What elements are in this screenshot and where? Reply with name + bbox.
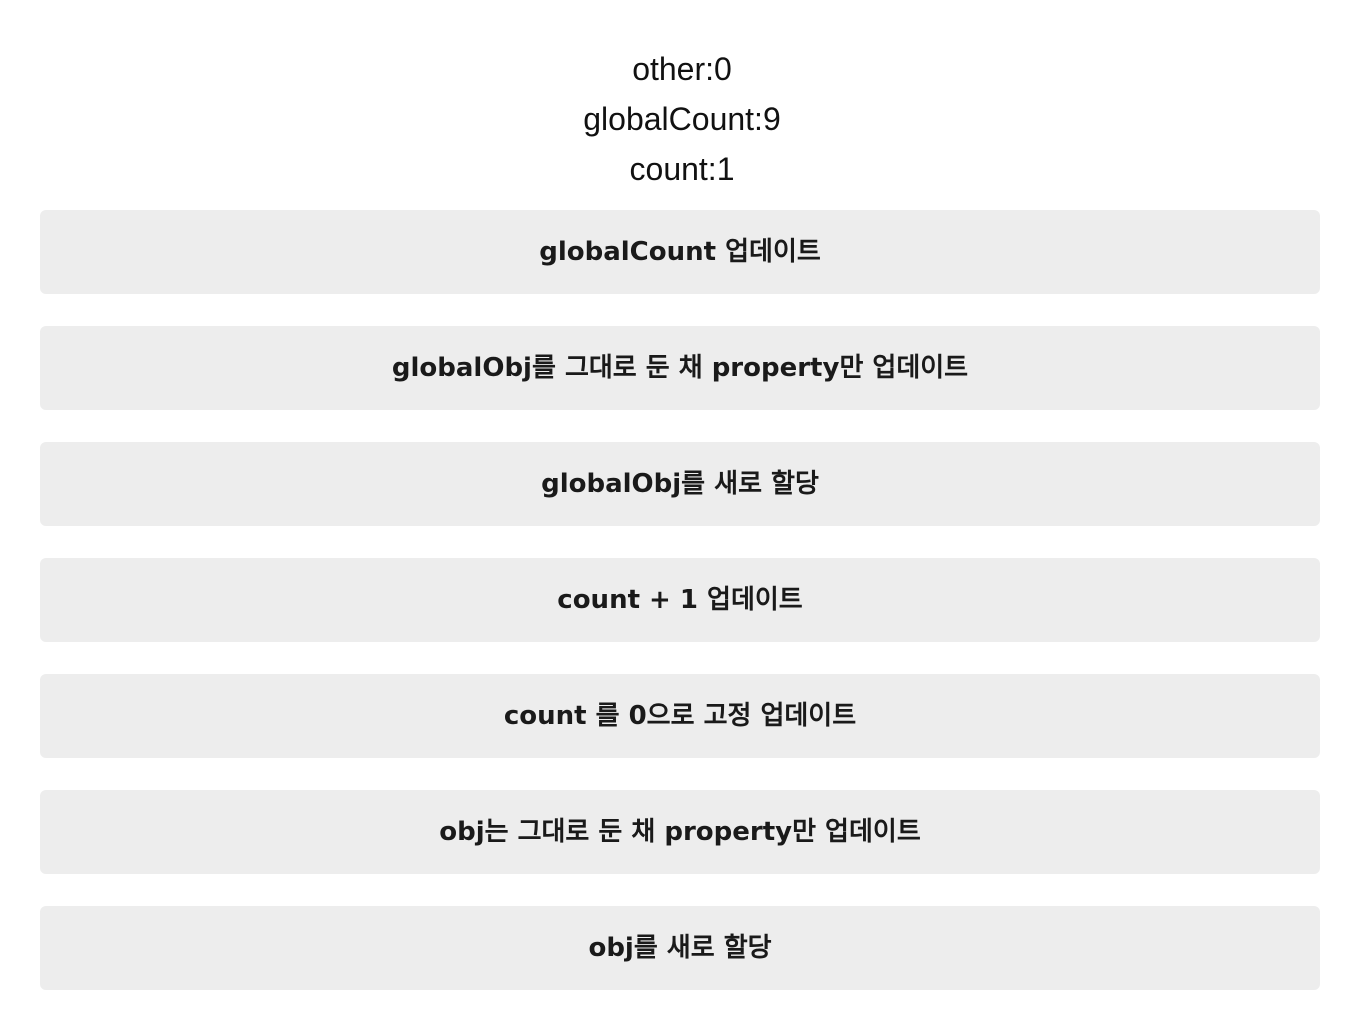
reset-count-to-zero-button[interactable]: count 를 0으로 고정 업데이트 bbox=[40, 674, 1320, 758]
other-value: other:0 bbox=[632, 51, 732, 87]
update-global-obj-property-button[interactable]: globalObj를 그대로 둔 채 property만 업데이트 bbox=[40, 326, 1320, 410]
counter-display: other:0 globalCount:9 count:1 bbox=[0, 44, 1364, 194]
update-obj-property-button[interactable]: obj는 그대로 둔 채 property만 업데이트 bbox=[40, 790, 1320, 874]
update-global-count-button[interactable]: globalCount 업데이트 bbox=[40, 210, 1320, 294]
count-value: count:1 bbox=[629, 151, 735, 187]
action-button-list: globalCount 업데이트 globalObj를 그대로 둔 채 prop… bbox=[40, 210, 1320, 990]
reassign-obj-button[interactable]: obj를 새로 할당 bbox=[40, 906, 1320, 990]
reassign-global-obj-button[interactable]: globalObj를 새로 할당 bbox=[40, 442, 1320, 526]
increment-count-button[interactable]: count + 1 업데이트 bbox=[40, 558, 1320, 642]
global-count-value: globalCount:9 bbox=[583, 101, 781, 137]
